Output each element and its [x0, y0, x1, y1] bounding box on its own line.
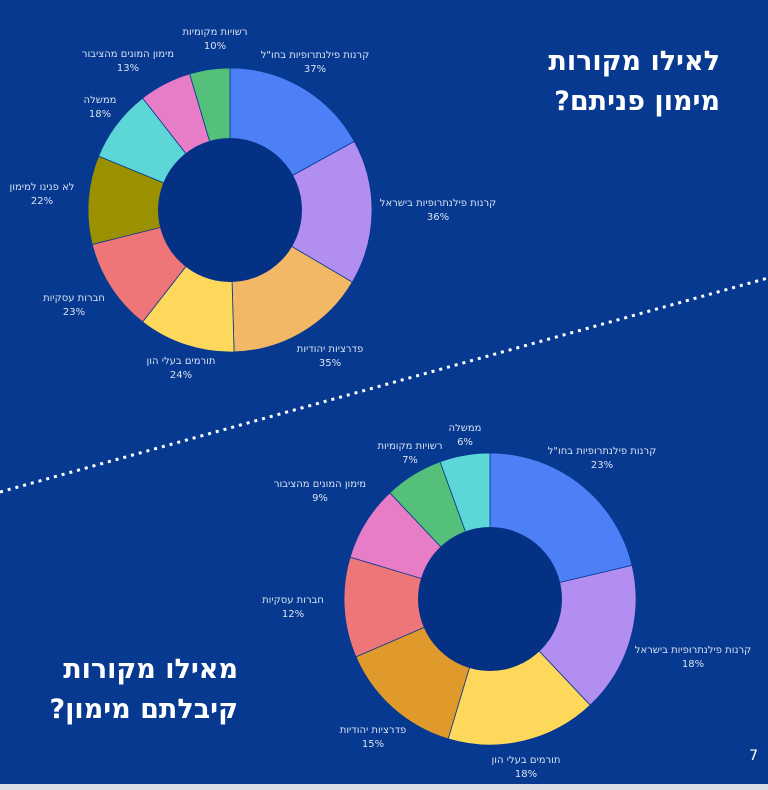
slice-value-label: 15% — [362, 739, 384, 750]
slice-value-label: 6% — [457, 437, 473, 448]
slice-value-label: 24% — [170, 370, 192, 381]
slice-value-label: 9% — [312, 493, 328, 504]
slice-value-label: 18% — [515, 769, 537, 780]
slice-value-label: 13% — [117, 63, 139, 74]
donut-chart-received: קרנות פילנתרופיות בחו"ל 23% קרנות פילנתרופ… — [262, 423, 751, 780]
slice-value-label: 7% — [402, 455, 418, 466]
page-number: 7 — [749, 748, 758, 764]
slice-value-label: 35% — [319, 358, 341, 369]
slice-label: קרנות פילנתרופיות בחו"ל — [261, 50, 370, 61]
slice-label: חברות עסקיות — [43, 293, 105, 304]
title-line: מימון פניתם? — [554, 86, 720, 117]
title-line: מאילו מקורות — [63, 654, 238, 685]
slice-value-label: 18% — [89, 109, 111, 120]
donut-hole — [158, 138, 302, 282]
slice-label: קרנות פילנתרופיות בישראל — [380, 198, 496, 209]
bottom-strip — [0, 784, 768, 790]
slice-value-label: 23% — [63, 307, 85, 318]
title-approached-sources: לאילו מקורות מימון פניתם? — [548, 42, 720, 122]
diagonal-divider — [0, 276, 768, 494]
slice-label: רשויות מקומיות — [377, 441, 442, 452]
slice-label: קרנות פילנתרופיות בחו"ל — [548, 446, 657, 457]
slice-value-label: 12% — [282, 609, 304, 620]
slice-label: מימון המונים מהציבור — [274, 479, 366, 490]
slice-label: לא פנינו למימון — [10, 182, 75, 193]
donut-hole — [418, 527, 562, 671]
slice-label: רשויות מקומיות — [182, 27, 247, 38]
slice-value-label: 23% — [591, 460, 613, 471]
slice-value-label: 37% — [304, 64, 326, 75]
donut-chart-approached: קרנות פילנתרופיות בחו"ל 37% קרנות פילנתרופ… — [10, 27, 497, 381]
title-line: קיבלתם מימון? — [49, 694, 239, 725]
slice-label: ממשלה — [449, 423, 482, 434]
slice-label: תורמים בעלי הון — [492, 755, 561, 766]
slice-label: פדרציות יהודיות — [297, 344, 363, 355]
donut-slice — [343, 556, 492, 658]
slice-value-label: 22% — [31, 196, 53, 207]
slice-label: ממשלה — [84, 95, 117, 106]
slice-label: תורמים בעלי הון — [147, 356, 216, 367]
slice-value-label: 36% — [427, 212, 449, 223]
slice-label: מימון המונים מהציבור — [82, 49, 174, 60]
slice-label: קרנות פילנתרופיות בישראל — [635, 645, 751, 656]
title-line: לאילו מקורות — [548, 46, 720, 77]
slice-value-label: 10% — [204, 41, 226, 52]
slice-label: פדרציות יהודיות — [340, 725, 406, 736]
slice-label: חברות עסקיות — [262, 595, 324, 606]
title-received-sources: מאילו מקורות קיבלתם מימון? — [28, 650, 239, 730]
slice-value-label: 18% — [682, 659, 704, 670]
